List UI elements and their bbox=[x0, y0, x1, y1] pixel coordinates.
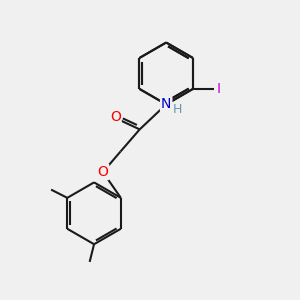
Text: N: N bbox=[161, 98, 171, 111]
Text: H: H bbox=[173, 103, 182, 116]
Text: I: I bbox=[217, 82, 221, 96]
Text: O: O bbox=[110, 110, 121, 124]
Text: O: O bbox=[98, 165, 108, 179]
